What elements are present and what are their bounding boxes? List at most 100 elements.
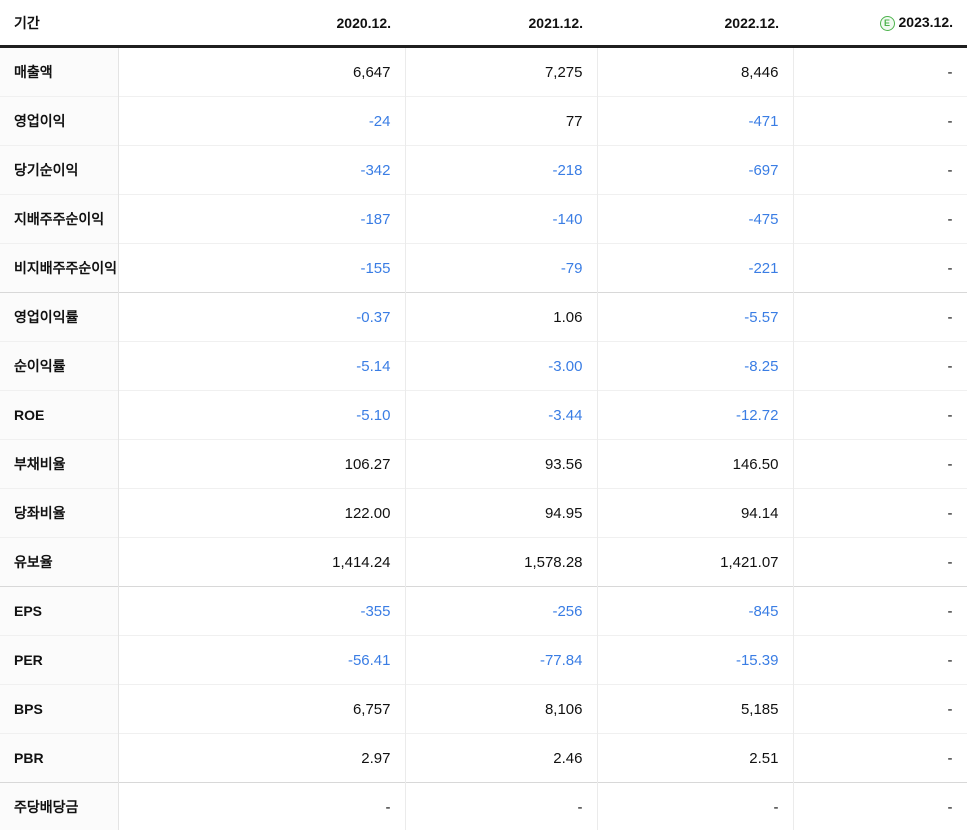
table-row: 영업이익률 -0.37 1.06 -5.57-	[0, 292, 967, 342]
header-row: 기간 2020.12. 2021.12. 2022.12. E 2023.12.	[0, 0, 967, 47]
row-label: 매출액	[0, 46, 119, 97]
table-row: EPS -355 -256 -845-	[0, 586, 967, 636]
value-cell: -12.72	[596, 390, 793, 440]
row-label: 주당배당금	[0, 782, 119, 830]
value-cell: -697	[596, 145, 793, 195]
value-cell: -	[792, 635, 967, 685]
value-cell: 77	[404, 96, 597, 146]
table-row: 당좌비율 122.00 94.95 94.14-	[0, 488, 967, 538]
period-column-header: 2021.12.	[528, 14, 584, 31]
row-label: PBR	[0, 733, 119, 783]
value-cell: -	[792, 145, 967, 195]
value-cell: -0.37	[356, 308, 391, 326]
table-row: 지배주주순이익 -187 -140 -475-	[0, 194, 967, 244]
period-column-header: 2020.12.	[336, 14, 392, 31]
value-cell: 6,647	[352, 63, 391, 81]
table-row: 영업이익 -24 77 -471-	[0, 96, 967, 146]
value-cell: -	[404, 782, 597, 830]
value-cell: -3.44	[404, 390, 597, 440]
value-cell: -	[792, 96, 967, 146]
row-label: 유보율	[0, 537, 119, 587]
value-cell: 93.56	[404, 439, 597, 489]
row-label: 순이익률	[0, 341, 119, 391]
value-cell: -155	[360, 259, 391, 277]
value-cell: 2.97	[361, 749, 391, 767]
value-cell: 146.50	[596, 439, 793, 489]
value-cell: 1,414.24	[332, 553, 391, 571]
value-cell: -218	[404, 145, 597, 195]
table-row: PER -56.41 -77.84 -15.39-	[0, 635, 967, 685]
table-row: 매출액 6,647 7,275 8,446-	[0, 46, 967, 97]
table-row: 유보율 1,414.24 1,578.28 1,421.07-	[0, 537, 967, 587]
row-label: 영업이익률	[0, 292, 119, 342]
value-cell: 94.95	[404, 488, 597, 538]
row-label: 비지배주주순이익	[0, 243, 119, 293]
value-cell: 8,446	[596, 46, 793, 97]
value-cell: -	[792, 243, 967, 293]
value-cell: -256	[404, 586, 597, 636]
row-label: 당좌비율	[0, 488, 119, 538]
table-row: PBR 2.97 2.46 2.51-	[0, 733, 967, 783]
value-cell: -5.57	[596, 292, 793, 342]
value-cell: -8.25	[596, 341, 793, 391]
value-cell: -	[596, 782, 793, 830]
value-cell: 7,275	[404, 46, 597, 97]
row-label: 지배주주순이익	[0, 194, 119, 244]
value-cell: -	[792, 390, 967, 440]
table-row: BPS 6,757 8,106 5,185-	[0, 684, 967, 734]
value-cell: -5.10	[356, 406, 391, 424]
value-cell: 2.51	[596, 733, 793, 783]
table-row: 당기순이익 -342 -218 -697-	[0, 145, 967, 195]
value-cell: -342	[360, 161, 391, 179]
value-cell: -845	[596, 586, 793, 636]
value-cell: 2.46	[404, 733, 597, 783]
value-cell: 122.00	[344, 504, 391, 522]
table-row: 순이익률 -5.14 -3.00 -8.25-	[0, 341, 967, 391]
value-cell: -	[792, 586, 967, 636]
value-cell: -221	[596, 243, 793, 293]
value-cell: -77.84	[404, 635, 597, 685]
row-label: 영업이익	[0, 96, 119, 146]
row-label: 당기순이익	[0, 145, 119, 195]
value-cell: -	[792, 439, 967, 489]
financial-table-body: 매출액 6,647 7,275 8,446- 영업이익 -24 77 -471- 당기순이익 -3…	[0, 46, 967, 830]
value-cell: -24	[368, 112, 391, 130]
value-cell: -79	[404, 243, 597, 293]
row-label: 부채비율	[0, 439, 119, 489]
value-cell: 5,185	[596, 684, 793, 734]
value-cell: 8,106	[404, 684, 597, 734]
table-row: 부채비율 106.27 93.56 146.50-	[0, 439, 967, 489]
value-cell: -	[792, 782, 967, 830]
value-cell: -56.41	[347, 651, 391, 669]
value-cell: -	[792, 537, 967, 587]
row-label: BPS	[0, 684, 119, 734]
row-label: ROE	[0, 390, 119, 440]
value-cell: -3.00	[404, 341, 597, 391]
value-cell: -187	[360, 210, 391, 228]
table-row: 비지배주주순이익 -155 -79 -221-	[0, 243, 967, 293]
value-cell: -	[792, 733, 967, 783]
value-cell: -	[385, 798, 391, 816]
table-row: ROE -5.10 -3.44 -12.72-	[0, 390, 967, 440]
value-cell: -	[792, 341, 967, 391]
period-column-header: E 2023.12.	[793, 0, 967, 47]
value-cell: 1.06	[404, 292, 597, 342]
value-cell: 106.27	[344, 455, 391, 473]
value-cell: -355	[360, 602, 391, 620]
value-cell: -5.14	[356, 357, 391, 375]
value-cell: -	[792, 292, 967, 342]
value-cell: -15.39	[596, 635, 793, 685]
value-cell: -471	[596, 96, 793, 146]
value-cell: 1,421.07	[596, 537, 793, 587]
row-label: EPS	[0, 586, 119, 636]
value-cell: -	[792, 46, 967, 97]
value-cell: 1,578.28	[404, 537, 597, 587]
value-cell: 6,757	[352, 700, 391, 718]
value-cell: -	[792, 488, 967, 538]
value-cell: -	[792, 684, 967, 734]
estimate-icon: E	[879, 16, 895, 31]
row-label: PER	[0, 635, 119, 685]
period-header-label: 기간	[14, 14, 40, 31]
